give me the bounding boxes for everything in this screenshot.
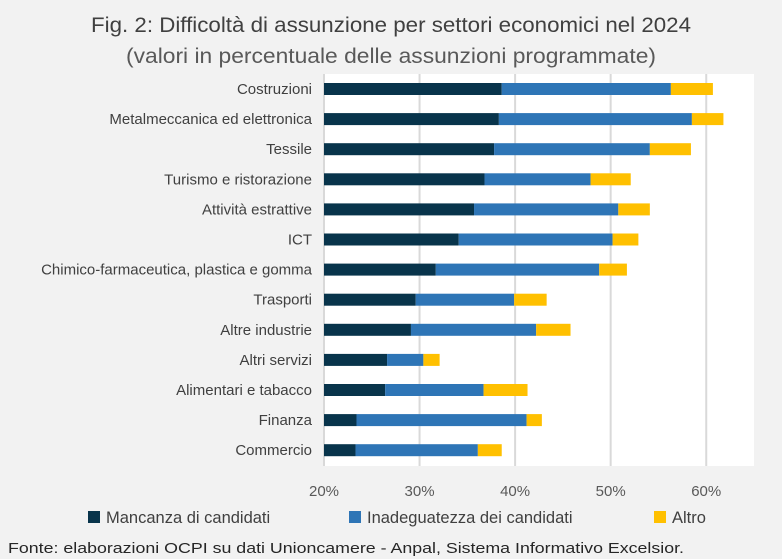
category-label: Turismo e ristorazione <box>164 171 312 188</box>
bar-segment <box>324 353 388 366</box>
bar-segment <box>458 233 613 246</box>
category-label: Metalmeccanica ed elettronica <box>109 111 312 128</box>
bar-segment <box>423 353 440 366</box>
category-label: Chimico-farmaceutica, plastica e gomma <box>41 262 313 279</box>
x-tick-label: 20% <box>309 483 339 500</box>
bar-segment <box>324 293 416 306</box>
bar-segment <box>415 293 515 306</box>
category-label: Tessile <box>266 141 312 158</box>
legend-swatch <box>349 511 361 523</box>
bar-segment <box>324 263 436 276</box>
bar-segment <box>410 323 537 336</box>
bar-segment <box>536 323 571 336</box>
category-label: Altri servizi <box>239 352 312 369</box>
bar-segment <box>670 83 713 95</box>
legend-swatch <box>654 511 666 523</box>
legend-swatch <box>88 511 100 523</box>
legend-label: Mancanza di candidati <box>106 509 270 527</box>
bar-segment <box>435 263 600 276</box>
bar-segment <box>590 173 631 186</box>
chart-title: Fig. 2: Difficoltà di assunzione per set… <box>91 14 691 37</box>
bar-segment <box>324 414 357 427</box>
bar-segment <box>324 143 495 156</box>
bar-segment <box>474 203 619 216</box>
category-label: ICT <box>288 232 312 249</box>
bar-segment <box>477 444 502 457</box>
bar-segment <box>324 203 475 216</box>
legend-label: Inadeguatezza dei candidati <box>367 509 573 527</box>
bar-segment <box>324 384 386 396</box>
x-tick-label: 50% <box>596 483 626 500</box>
category-label: Costruzioni <box>237 81 312 98</box>
bar-segment <box>514 293 547 306</box>
category-label: Finanza <box>259 412 313 429</box>
bar-segment <box>599 263 627 276</box>
chart-subtitle: (valori in percentuale delle assunzioni … <box>126 45 656 68</box>
category-label: Trasporti <box>253 292 312 309</box>
bar-segment <box>526 414 542 427</box>
bar-segment <box>324 83 502 95</box>
bar-segment <box>494 143 650 156</box>
bar-segment <box>483 384 528 396</box>
bar-segment <box>324 173 485 186</box>
category-label: Attività estrattive <box>202 201 312 218</box>
category-label: Alimentari e tabacco <box>176 382 312 399</box>
x-tick-label: 60% <box>691 483 721 500</box>
bar-segment <box>324 444 356 457</box>
bar-segment <box>484 173 591 186</box>
bar-segment <box>385 384 484 396</box>
bar-segment <box>501 83 671 95</box>
x-tick-label: 30% <box>405 483 435 500</box>
bar-segment <box>649 143 691 156</box>
bar-segment <box>691 113 724 126</box>
bar-segment <box>324 323 411 336</box>
bar-segment <box>618 203 650 216</box>
source-note: Fonte: elaborazioni OCPI su dati Unionca… <box>8 541 684 557</box>
bar-segment <box>498 113 692 126</box>
legend-label: Altro <box>672 509 706 527</box>
x-tick-label: 40% <box>500 483 530 500</box>
bar-segment <box>387 353 424 366</box>
bar-segment <box>612 233 639 246</box>
bar-segment <box>356 414 527 427</box>
bar-segment <box>324 233 459 246</box>
category-label: Commercio <box>235 442 312 459</box>
category-label: Altre industrie <box>220 322 312 339</box>
bar-segment <box>355 444 478 457</box>
bar-segment <box>324 113 499 126</box>
